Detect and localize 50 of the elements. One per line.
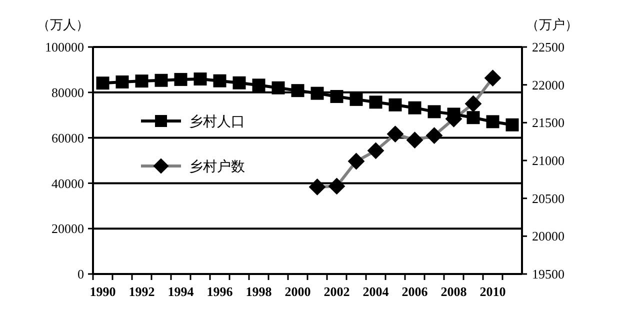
- y-tick-label: 60000: [52, 130, 84, 146]
- y-tick-label: 80000: [52, 84, 84, 100]
- x-tick-label: 1990: [90, 284, 116, 299]
- x-tick-label: 2002: [324, 284, 350, 299]
- point: [232, 76, 246, 90]
- point: [135, 74, 148, 88]
- legend-label: 乡村人口: [189, 114, 245, 130]
- x-tick-label: 1996: [206, 284, 234, 299]
- point: [291, 84, 304, 98]
- point: [154, 74, 168, 87]
- y2-tick-label: 20500: [532, 190, 564, 206]
- y-tick-label: 100000: [45, 40, 84, 55]
- x-tick-label: 1992: [128, 284, 155, 299]
- y2-tick-label: 19500: [532, 266, 564, 282]
- point: [486, 115, 500, 128]
- point: [506, 118, 519, 132]
- point: [428, 105, 441, 118]
- point: [174, 72, 188, 86]
- point: [447, 108, 460, 121]
- point: [194, 72, 207, 86]
- point: [330, 90, 344, 103]
- point: [310, 86, 324, 100]
- point: [272, 81, 285, 94]
- point: [96, 76, 110, 90]
- point: [466, 111, 480, 124]
- x-tick-label: 2006: [402, 284, 428, 299]
- y2-tick-label: 21000: [532, 153, 564, 168]
- point: [252, 78, 266, 92]
- point: [388, 98, 402, 112]
- y2-tick-label: 22000: [532, 77, 564, 92]
- legend-label: 乡村户数: [189, 158, 245, 175]
- y2-axis-title: （万户）: [526, 17, 578, 32]
- point: [408, 101, 422, 114]
- x-tick-label: 1998: [246, 284, 272, 299]
- x-tick-label: 2008: [440, 284, 468, 299]
- point: [350, 92, 363, 106]
- x-tick-label: 2000: [284, 284, 311, 299]
- y-tick-label: 20000: [52, 221, 84, 236]
- x-tick-label: 1994: [168, 284, 194, 299]
- y-tick-label: 0: [78, 266, 84, 282]
- y-tick-label: 40000: [52, 176, 84, 191]
- point: [213, 74, 226, 88]
- x-tick-label: 2010: [480, 284, 506, 299]
- y2-tick-label: 20000: [532, 228, 564, 244]
- y2-tick-label: 22500: [532, 40, 564, 55]
- y2-tick-label: 21500: [532, 115, 564, 130]
- y-axis-title: （万人）: [37, 17, 89, 32]
- point: [116, 75, 129, 88]
- x-tick-label: 2004: [362, 284, 390, 299]
- point: [369, 96, 382, 109]
